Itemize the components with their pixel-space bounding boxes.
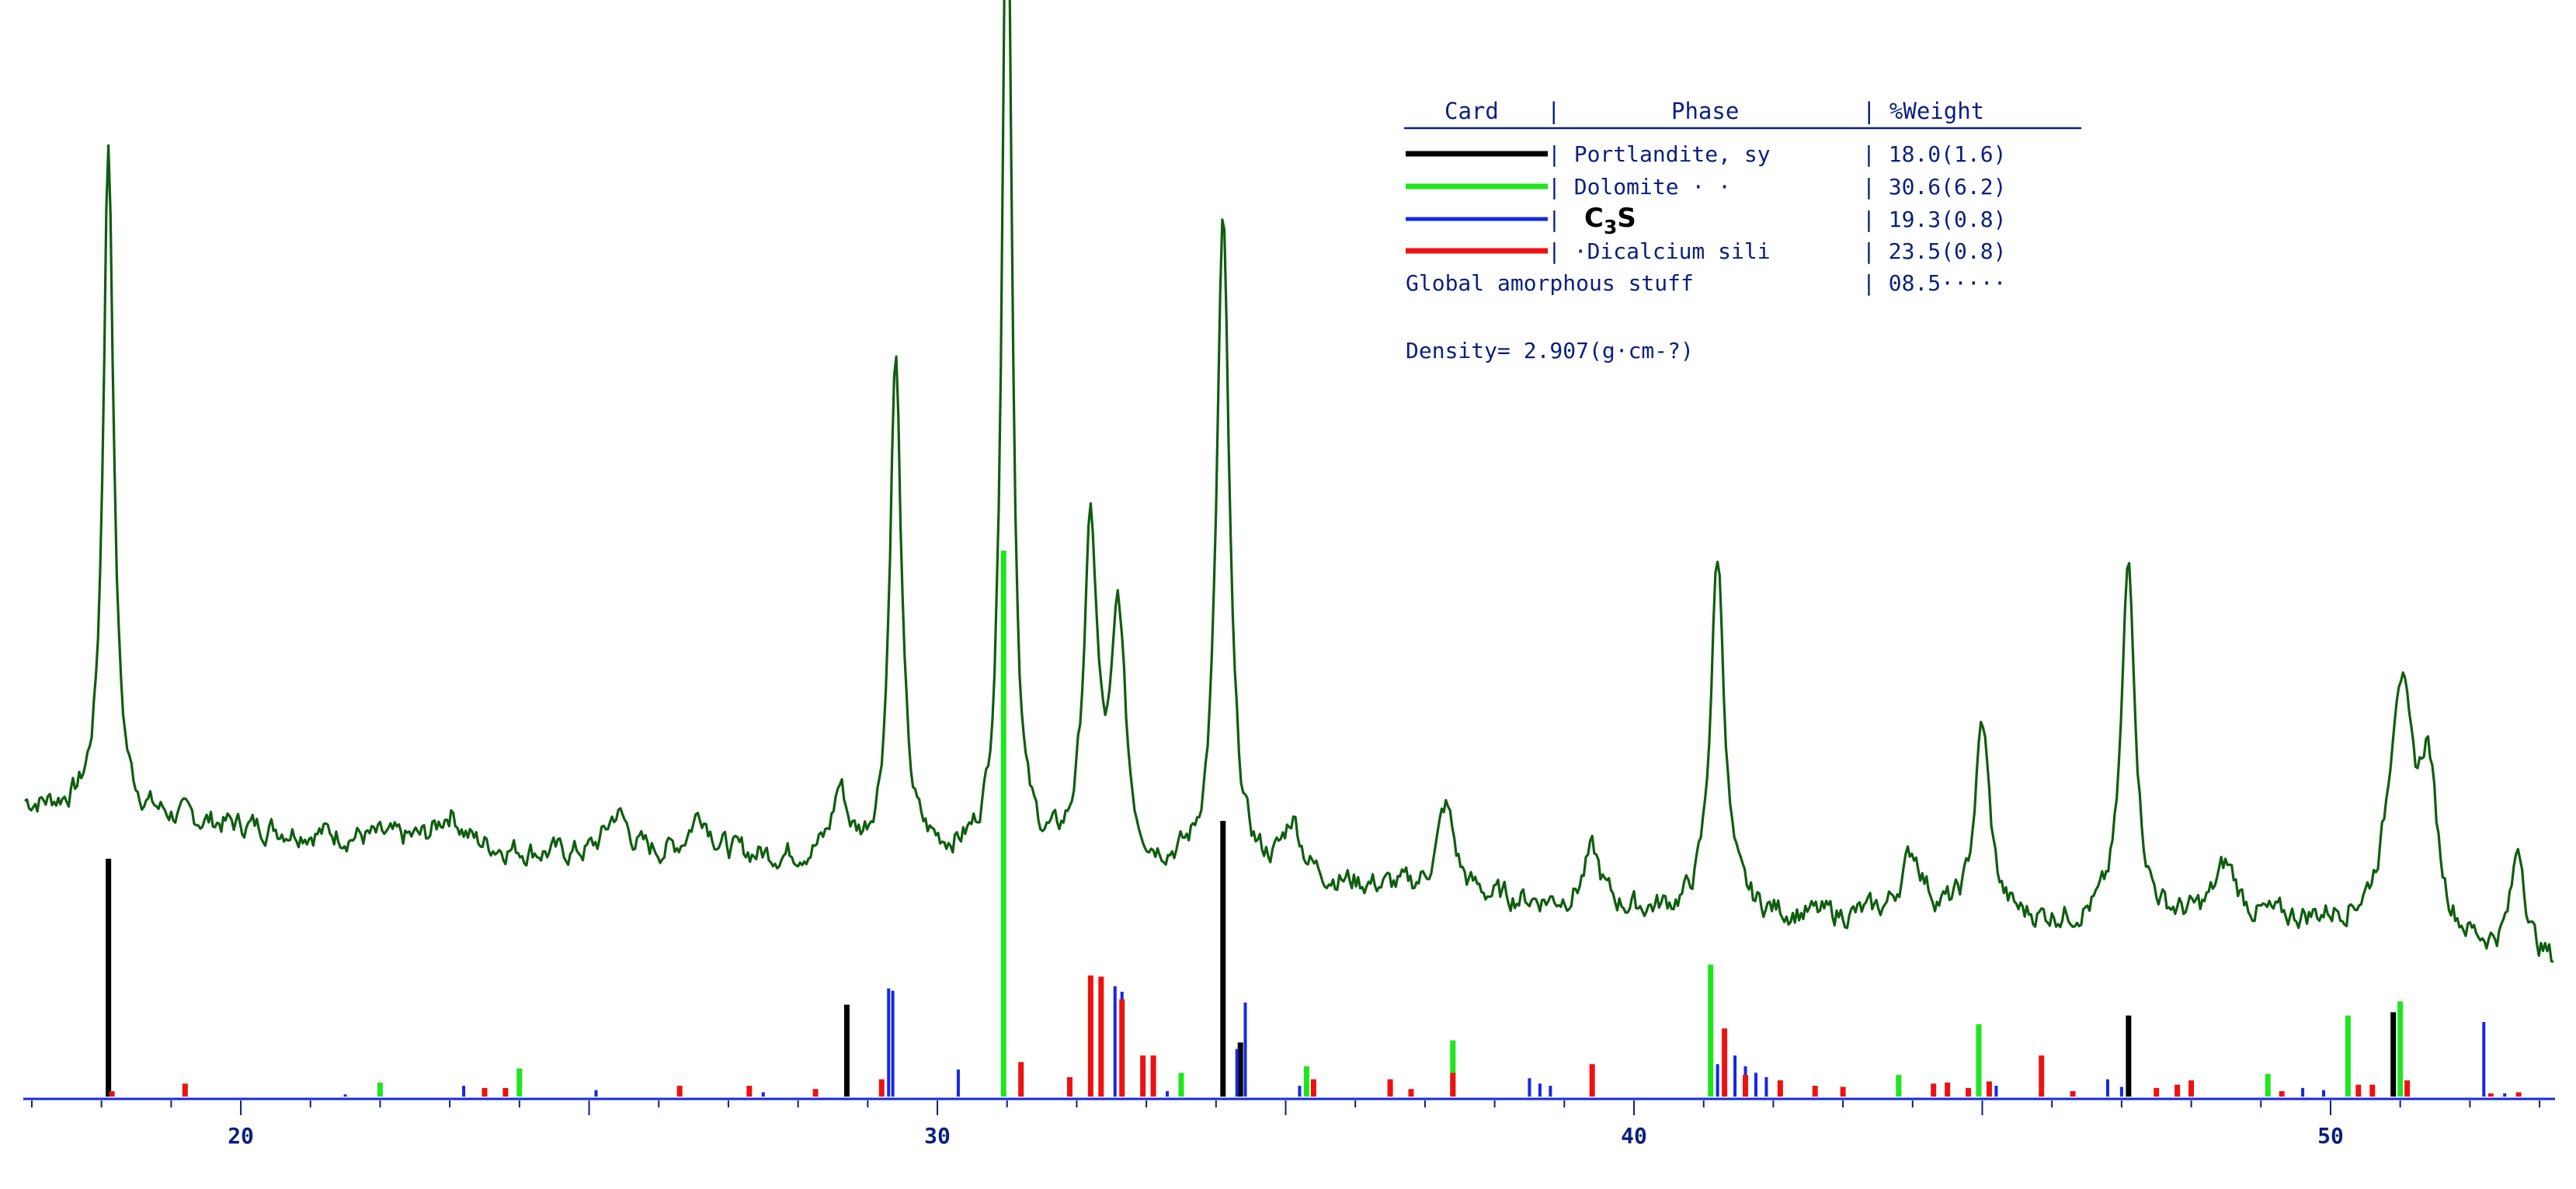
phase-legend: Card | Phase | %Weight | Portlandite, sy… — [1404, 98, 2081, 363]
legend-header-separator: | — [1547, 98, 1560, 124]
legend-header-weight: | %Weight — [1862, 98, 1984, 124]
legend-phase-portlandite: | Portlandite, sy — [1548, 141, 1771, 167]
legend-weight-dicalcium: | 23.5(0.8) — [1862, 238, 2006, 264]
legend-amorphous-value: | 08.5····· — [1862, 270, 2006, 296]
x-tick-label-20: 20 — [228, 1123, 254, 1149]
x-axis-ticks: 20 30 40 50 — [30, 1100, 2541, 1149]
legend-phase-c3s-formula: C3S — [1584, 203, 1636, 238]
legend-header-card: Card — [1444, 98, 1499, 124]
legend-weight-portlandite: | 18.0(1.6) — [1862, 141, 2006, 167]
legend-phase-dicalcium: | ·Dicalcium sili — [1548, 238, 1771, 264]
legend-phase-dolomite: | Dolomite · · — [1548, 174, 1731, 200]
legend-weight-c3s: | 19.3(0.8) — [1862, 207, 2006, 232]
x-tick-label-30: 30 — [924, 1123, 951, 1149]
legend-phase-c3s-bar: | — [1548, 207, 1561, 232]
legend-header-phase: Phase — [1671, 98, 1739, 124]
legend-amorphous-label: Global amorphous stuff — [1406, 270, 1694, 296]
x-tick-label-40: 40 — [1621, 1123, 1647, 1149]
density-readout: Density= 2.907(g·cm-?) — [1406, 338, 1694, 363]
phase-sticks — [106, 551, 2522, 1097]
observed-pattern-line — [24, 0, 2554, 964]
x-tick-label-50: 50 — [2317, 1123, 2344, 1149]
legend-weight-dolomite: | 30.6(6.2) — [1862, 174, 2006, 200]
